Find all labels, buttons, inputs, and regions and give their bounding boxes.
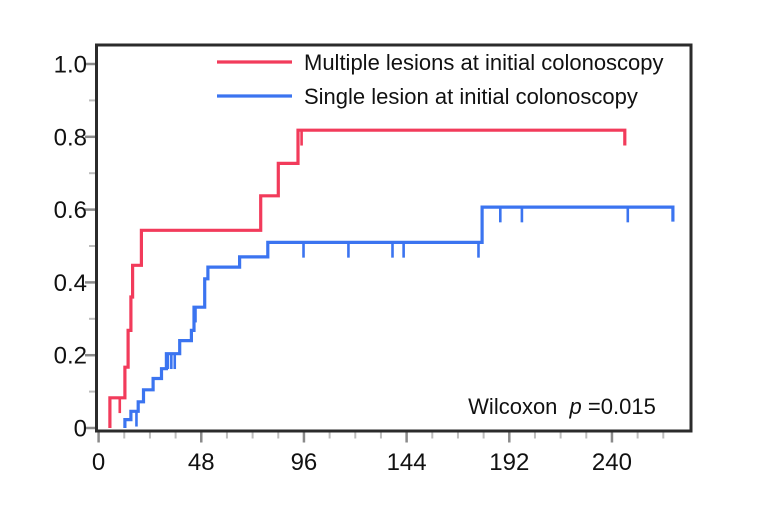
y-tick-label: 1.0 [54,52,87,79]
legend-single-lesion-label: Single lesion at initial colonoscopy [304,84,638,109]
x-axis-minor-ticks [123,432,665,439]
y-tick-label: 0.4 [54,270,87,297]
plot-frame [95,43,693,433]
survival-step-curve [123,205,675,428]
multiple-lesions-curve [108,128,627,428]
y-tick-label: 0.8 [54,124,87,151]
legend: Multiple lesions at initial colonoscopy … [217,50,664,109]
x-tick-label: 48 [188,449,215,476]
x-tick-label: 192 [489,449,529,476]
x-tick-label: 96 [291,449,318,476]
y-tick-label: 0 [74,416,87,443]
survival-step-curve [108,128,627,428]
y-axis-major-ticks [85,62,95,430]
legend-multiple-lesions-label: Multiple lesions at initial colonoscopy [304,50,664,75]
wilcoxon-p-value-annotation: Wilcoxon p =0.015 [468,394,656,419]
y-tick-label: 0.2 [54,343,87,370]
x-tick-label: 0 [92,449,105,476]
single-lesion-curve [123,205,675,428]
y-axis-minor-ticks [89,99,95,393]
x-tick-label: 240 [592,449,632,476]
x-axis-major-ticks [97,432,614,443]
p-symbol: p [569,394,582,419]
p-value: =0.015 [588,394,656,419]
y-axis-tick-labels: 0 0.2 0.4 0.6 0.8 1.0 [54,52,87,443]
y-tick-label: 0.6 [54,197,87,224]
x-tick-label: 144 [387,449,427,476]
x-axis-tick-labels: 0 48 96 144 192 240 [92,449,632,476]
wilcoxon-label: Wilcoxon [468,394,557,419]
